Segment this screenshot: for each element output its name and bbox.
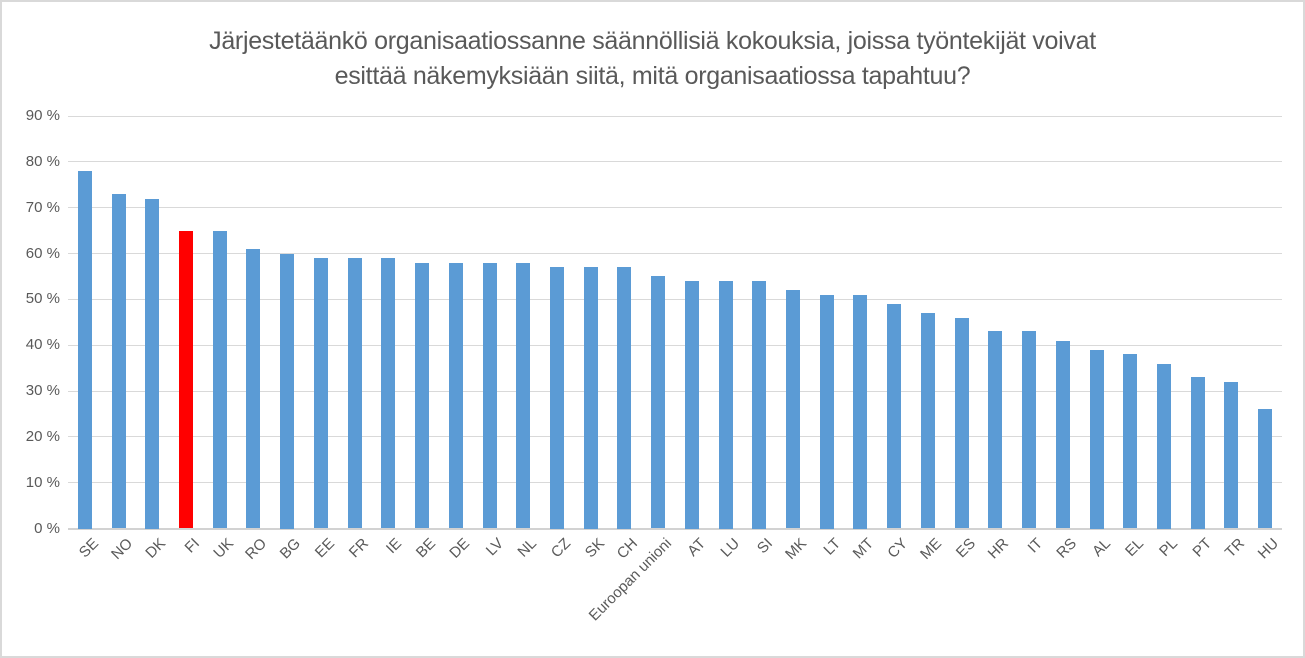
bar-cz — [549, 267, 564, 529]
bar-no — [111, 193, 126, 529]
bar-mt — [853, 294, 868, 529]
y-tick-label-40: 40 % — [25, 336, 60, 354]
chart-title: Järjestetäänkö organisaatiossanne säännö… — [2, 24, 1303, 94]
bar-at — [684, 281, 699, 529]
gridline-60 — [68, 253, 1282, 254]
gridline-40 — [68, 344, 1282, 346]
bar-sk — [583, 267, 598, 529]
bar-be — [415, 262, 430, 529]
bar-lv — [482, 262, 497, 529]
bar-se — [77, 171, 92, 529]
bar-euroopan-unioni — [651, 276, 666, 529]
bar-lt — [819, 294, 834, 529]
gridline-90 — [68, 115, 1282, 117]
bar-ee — [313, 258, 328, 529]
bar-uk — [212, 230, 227, 529]
bar-dk — [145, 198, 160, 529]
bar-tr — [1224, 381, 1239, 529]
y-tick-label-10: 10 % — [25, 473, 60, 491]
bar-cy — [887, 303, 902, 529]
bar-es — [954, 317, 969, 529]
bar-me — [920, 313, 935, 529]
bar-ie — [381, 258, 396, 529]
bar-de — [448, 262, 463, 529]
bar-hu — [1258, 409, 1273, 529]
chart-title-line-2: esittää näkemyksiään siitä, mitä organis… — [334, 62, 971, 90]
gridline-50 — [68, 298, 1282, 300]
bar-lu — [718, 281, 733, 529]
gridline-20 — [68, 436, 1282, 438]
bar-nl — [516, 262, 531, 529]
bar-al — [1089, 349, 1104, 529]
bar-ro — [246, 248, 261, 529]
gridline-80 — [68, 161, 1282, 163]
y-tick-label-80: 80 % — [25, 152, 60, 170]
y-tick-label-90: 90 % — [25, 107, 60, 125]
bar-si — [752, 281, 767, 529]
gridline-30 — [68, 390, 1282, 392]
gridline-70 — [68, 207, 1282, 209]
bar-fr — [347, 258, 362, 529]
bar-rs — [1055, 340, 1070, 529]
bar-fi — [179, 230, 194, 529]
chart-title-line-1: Järjestetäänkö organisaatiossanne säännö… — [209, 27, 1096, 55]
y-tick-label-0: 0 % — [34, 519, 60, 537]
bar-it — [1022, 331, 1037, 529]
y-tick-label-30: 30 % — [25, 382, 60, 400]
y-tick-label-50: 50 % — [25, 290, 60, 308]
bar-pl — [1156, 363, 1171, 529]
bar-mk — [786, 290, 801, 529]
gridline-10 — [68, 482, 1282, 484]
bar-hr — [988, 331, 1003, 529]
bar-el — [1123, 354, 1138, 529]
x-axis-line — [68, 527, 1282, 530]
bar-ch — [617, 267, 632, 529]
y-tick-label-70: 70 % — [25, 198, 60, 216]
y-tick-label-20: 20 % — [25, 427, 60, 445]
bar-bg — [280, 253, 295, 529]
bar-pt — [1190, 377, 1205, 529]
y-tick-label-60: 60 % — [25, 244, 60, 262]
